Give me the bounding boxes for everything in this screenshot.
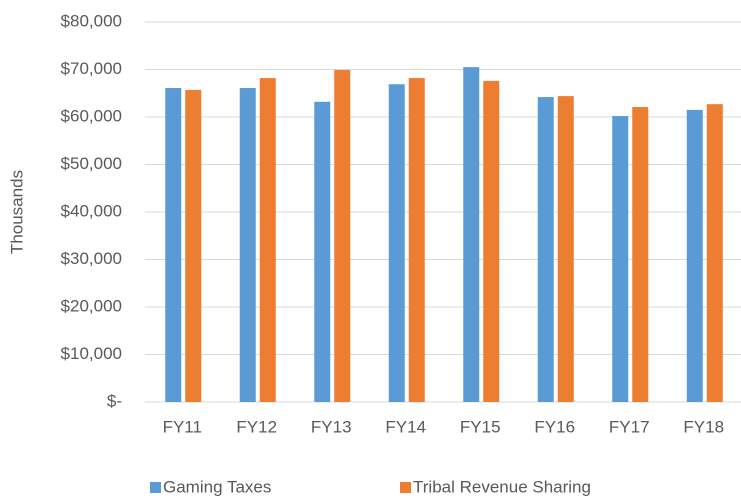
- y-axis-title: Thousands: [7, 170, 26, 254]
- y-tick-label: $10,000: [61, 344, 122, 363]
- bar: [706, 104, 723, 403]
- y-tick-label: $30,000: [61, 249, 122, 268]
- y-tick-label: $80,000: [61, 11, 122, 30]
- bar: [334, 69, 351, 402]
- bar: [259, 78, 276, 403]
- bar: [463, 67, 480, 402]
- bar: [686, 109, 703, 402]
- legend-label: Gaming Taxes: [163, 477, 271, 496]
- x-tick-label: FY16: [534, 417, 575, 436]
- bar: [612, 116, 629, 403]
- bar: [165, 88, 182, 403]
- x-tick-label: FY18: [683, 417, 724, 436]
- x-tick-label: FY17: [609, 417, 650, 436]
- bar: [314, 101, 331, 403]
- y-tick-label: $50,000: [61, 154, 122, 173]
- y-tick-label: $40,000: [61, 201, 122, 220]
- y-tick-label: $-: [107, 391, 122, 410]
- y-tick-label: $70,000: [61, 59, 122, 78]
- legend-swatch: [150, 482, 161, 493]
- y-tick-label: $60,000: [61, 106, 122, 125]
- x-tick-label: FY11: [163, 417, 202, 436]
- bar: [557, 96, 574, 402]
- y-tick-label: $20,000: [61, 296, 122, 315]
- x-tick-label: FY12: [236, 417, 277, 436]
- bar: [239, 88, 256, 403]
- bar: [185, 89, 202, 403]
- x-tick-label: FY13: [311, 417, 352, 436]
- bar: [537, 97, 554, 403]
- legend-label: Tribal Revenue Sharing: [413, 477, 591, 496]
- legend-swatch: [400, 482, 411, 493]
- x-tick-label: FY15: [460, 417, 501, 436]
- bar: [408, 78, 425, 403]
- bar: [483, 80, 500, 403]
- x-tick-label: FY14: [385, 417, 426, 436]
- bar: [632, 107, 649, 403]
- bar: [388, 84, 405, 402]
